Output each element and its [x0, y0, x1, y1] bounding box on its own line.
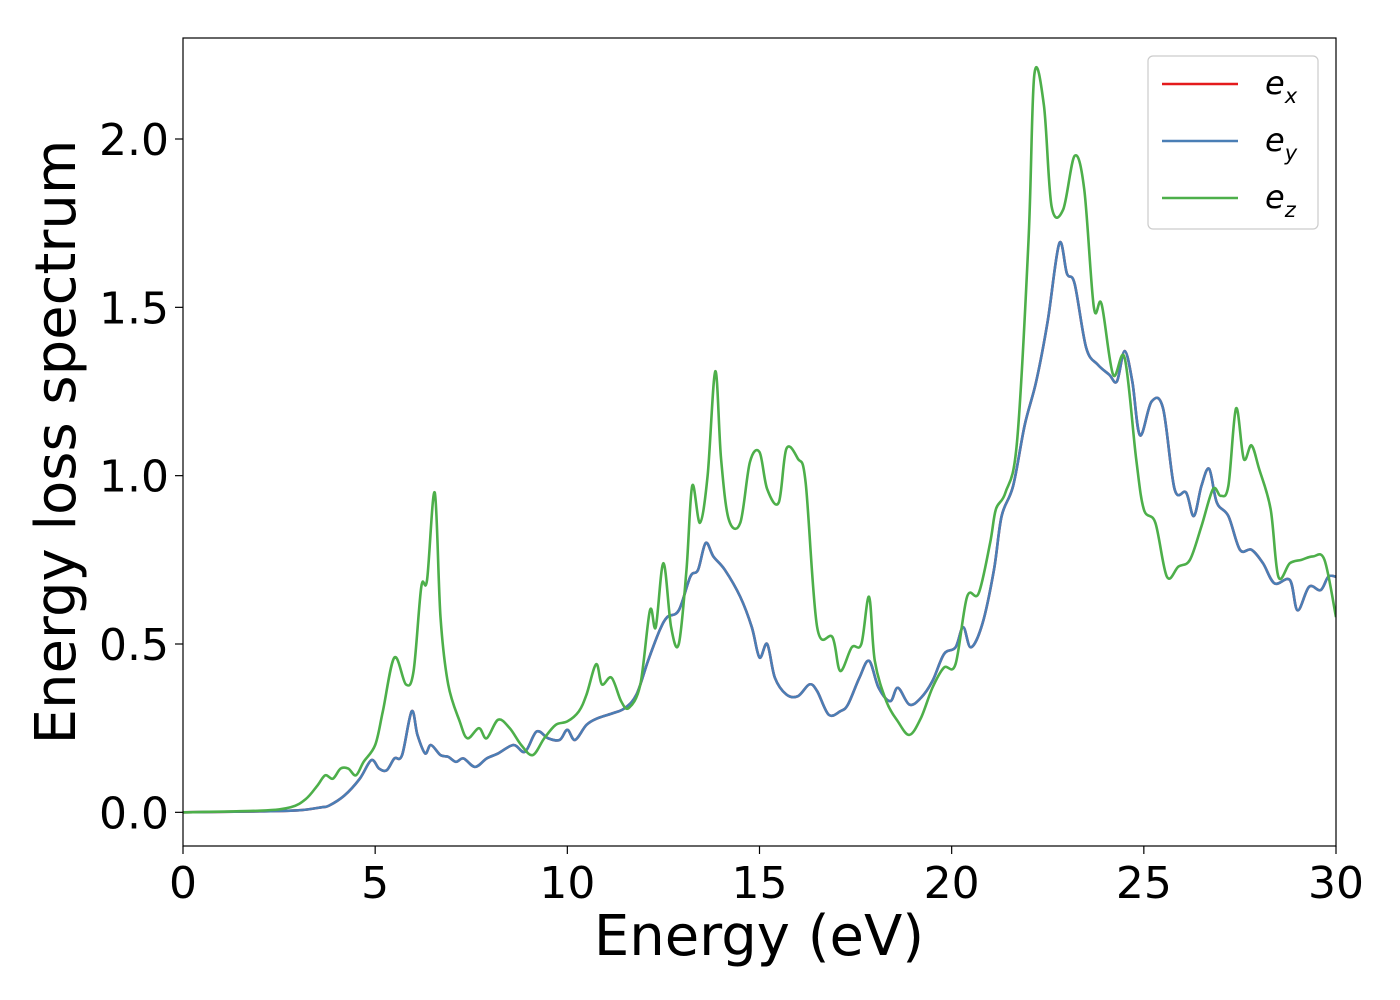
legend-box	[1147, 55, 1319, 230]
y-axis-title: Energy loss spectrum	[24, 140, 89, 745]
x-tick-label: 5	[361, 858, 389, 909]
x-tick-label: 25	[1116, 858, 1172, 909]
x-tick-label: 20	[924, 858, 980, 909]
y-tick-label: 0.0	[99, 788, 169, 839]
x-axis-title: Energy (eV)	[594, 904, 924, 969]
x-axis: 0 5 10 15 20 25 30	[169, 846, 1364, 909]
y-tick-label: 1.0	[99, 452, 169, 503]
x-tick-label: 15	[732, 858, 788, 909]
series-layer	[183, 65, 1336, 814]
x-tick-label: 0	[169, 858, 197, 909]
legend: ex ey ez	[1147, 55, 1319, 230]
legend-label-e-z: ez	[1265, 178, 1297, 222]
legend-label-e-x: ex	[1265, 64, 1298, 108]
legend-label-e-y: ey	[1265, 121, 1298, 165]
y-tick-label: 0.5	[99, 620, 169, 671]
x-tick-label: 30	[1308, 858, 1364, 909]
series-line-e-y	[183, 240, 1336, 814]
series-line-e-z	[183, 65, 1336, 814]
y-tick-label: 1.5	[99, 283, 169, 334]
x-tick-label: 10	[539, 858, 595, 909]
y-tick-label: 2.0	[99, 115, 169, 166]
y-axis: 0.0 0.5 1.0 1.5 2.0	[99, 115, 183, 839]
